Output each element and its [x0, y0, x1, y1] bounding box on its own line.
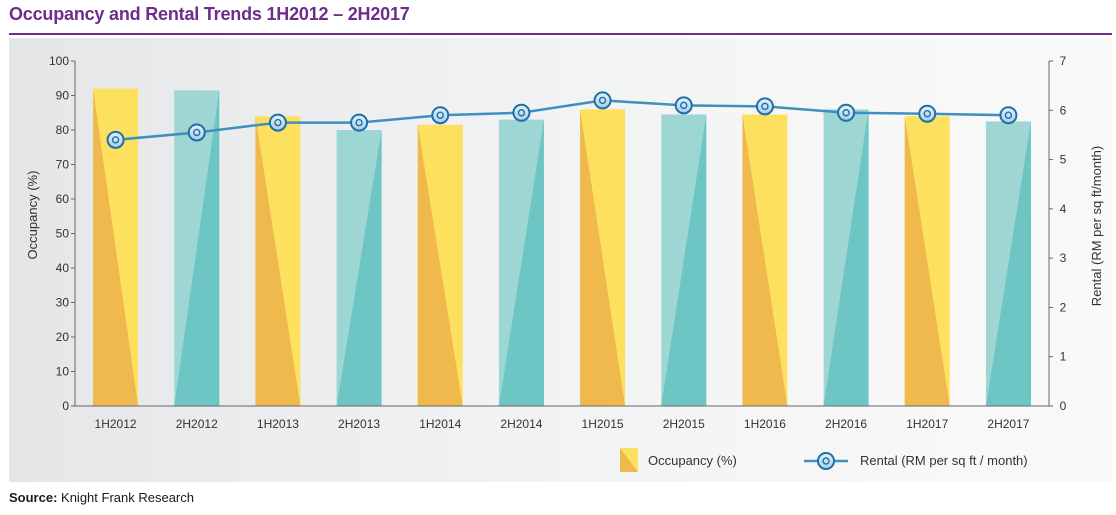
x-tick-label: 2H2015: [663, 417, 705, 431]
legend-rental: Rental (RM per sq ft / month): [804, 452, 1028, 470]
source-note: Source: Knight Frank Research: [9, 490, 194, 505]
bar-2H2013: [336, 130, 382, 406]
y2-tick-label: 4: [1060, 202, 1067, 216]
rental-point-1H2017: [918, 104, 937, 123]
bar-1H2015: [580, 109, 626, 407]
rental-point-2H2015: [674, 96, 693, 115]
rental-point-2H2014: [512, 103, 531, 122]
y-tick-label: 90: [56, 89, 70, 103]
legend-occupancy-label: Occupancy (%): [648, 453, 737, 468]
y2-tick-label: 6: [1060, 103, 1067, 117]
title-underline: [9, 33, 1112, 35]
legend-occupancy: Occupancy (%): [620, 448, 737, 472]
rental-point-1H2014: [431, 106, 450, 125]
rental-point-2H2012: [187, 123, 206, 142]
y2-tick-label: 3: [1060, 251, 1067, 265]
bar-2H2016: [823, 109, 869, 407]
y-tick-label: 10: [56, 365, 70, 379]
rental-point-2H2016: [837, 103, 856, 122]
y-tick-label: 70: [56, 158, 70, 172]
x-tick-label: 2H2017: [987, 417, 1029, 431]
bar-2H2015: [661, 114, 707, 406]
y2-tick-label: 2: [1060, 300, 1067, 314]
rental-line: [115, 99, 1009, 142]
y-axis-label: Occupancy (%): [25, 171, 40, 260]
bar-1H2014: [417, 124, 463, 406]
source-label: Source:: [9, 490, 58, 505]
y2-tick-label: 0: [1060, 399, 1067, 413]
x-tick-label: 2H2013: [338, 417, 380, 431]
y2-axis-label: Rental (RM per sq ft/month): [1089, 146, 1104, 306]
source-text: Knight Frank Research: [61, 490, 194, 505]
x-tick-label: 1H2012: [95, 417, 137, 431]
y-tick-label: 60: [56, 192, 70, 206]
y2-tick-label: 5: [1060, 153, 1067, 167]
rental-point-1H2016: [755, 97, 774, 116]
bar-1H2016: [742, 114, 788, 406]
rental-point-2H2013: [350, 113, 369, 132]
x-tick-label: 1H2017: [906, 417, 948, 431]
bar-1H2017: [904, 116, 950, 406]
x-tick-label: 1H2015: [582, 417, 624, 431]
y-tick-label: 50: [56, 227, 70, 241]
bar-2H2017: [985, 121, 1031, 406]
bar-1H2013: [255, 116, 301, 406]
y-tick-label: 80: [56, 123, 70, 137]
y2-tick-label: 1: [1060, 350, 1067, 364]
bar-2H2012: [174, 90, 220, 406]
bar-2H2014: [498, 119, 544, 407]
y-tick-label: 0: [62, 399, 69, 413]
x-tick-label: 2H2012: [176, 417, 218, 431]
y-tick-label: 40: [56, 261, 70, 275]
legend-rental-label: Rental (RM per sq ft / month): [860, 453, 1028, 468]
x-tick-label: 1H2013: [257, 417, 299, 431]
x-tick-label: 1H2016: [744, 417, 786, 431]
y-tick-label: 100: [49, 54, 69, 68]
x-tick-label: 2H2016: [825, 417, 867, 431]
rental-point-2H2017: [999, 106, 1018, 125]
x-tick-label: 1H2014: [419, 417, 461, 431]
rental-point-1H2015: [593, 91, 612, 110]
chart-title: Occupancy and Rental Trends 1H2012 – 2H2…: [9, 4, 410, 24]
y-tick-label: 20: [56, 330, 70, 344]
rental-point-1H2013: [268, 113, 287, 132]
x-tick-label: 2H2014: [500, 417, 542, 431]
y-tick-label: 30: [56, 296, 70, 310]
rental-point-1H2012: [106, 130, 125, 149]
y2-tick-label: 7: [1060, 54, 1067, 68]
